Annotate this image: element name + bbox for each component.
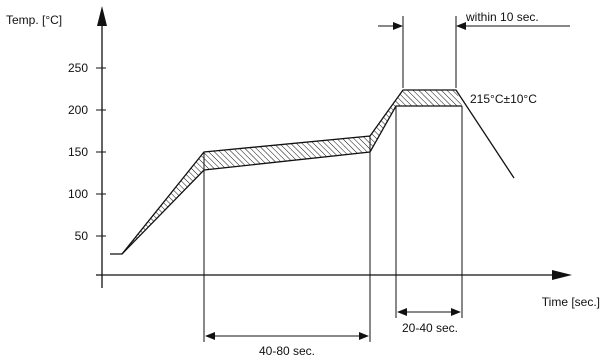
- y-tick-label-250: 250: [68, 61, 88, 75]
- y-tick-label-150: 150: [68, 145, 88, 159]
- dimension-20-40-arrow-right: [451, 308, 461, 316]
- dimension-40-80-arrow-left: [205, 332, 215, 340]
- x-axis-arrowhead: [552, 270, 572, 280]
- dimension-20-40-arrow-left: [397, 308, 407, 316]
- profile-lower-curve: [121, 105, 462, 255]
- y-axis-label: Temp. [°C]: [6, 13, 62, 27]
- temperature-tolerance-band: [122, 90, 462, 254]
- within-10-sec-label: within 10 sec.: [465, 10, 539, 24]
- profile-upper-curve: [110, 89, 515, 255]
- duration-20-40-label: 20-40 sec.: [402, 321, 458, 335]
- y-tick-label-100: 100: [68, 187, 88, 201]
- duration-40-80-label: 40-80 sec.: [259, 344, 315, 358]
- x-axis-label: Time [sec.]: [542, 295, 600, 309]
- y-axis-arrowhead: [97, 6, 107, 26]
- y-tick-label-200: 200: [68, 103, 88, 117]
- dimension-40-80-arrow-right: [359, 332, 369, 340]
- peak-temperature-label: 215°C±10°C: [470, 92, 537, 106]
- y-tick-label-50: 50: [75, 229, 89, 243]
